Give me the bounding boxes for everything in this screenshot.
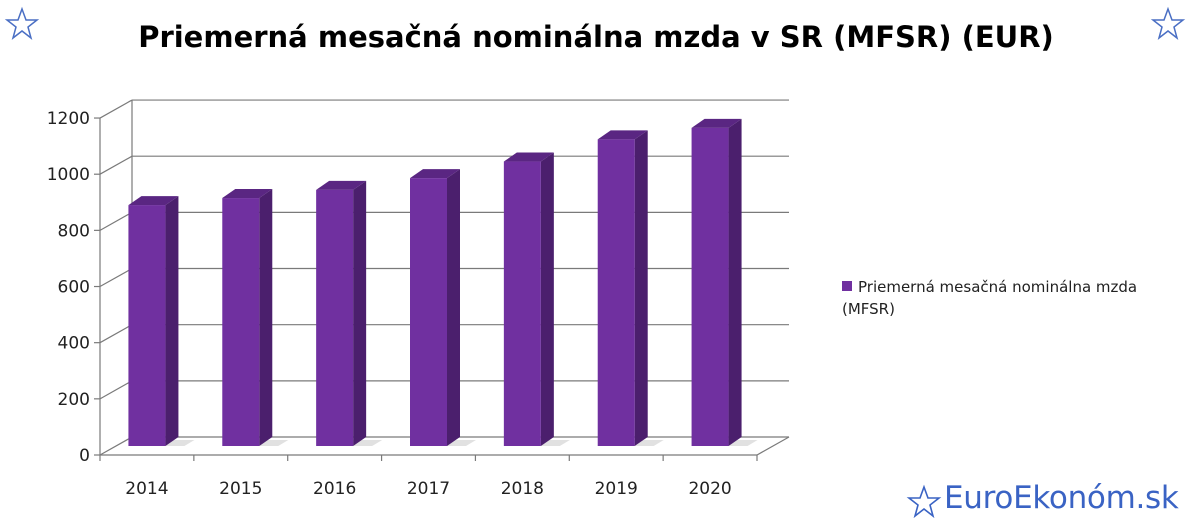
gridline-diag [99, 324, 133, 344]
star-icon-top-left [4, 6, 40, 40]
x-tick-label: 2018 [501, 479, 544, 499]
gridline-diag [99, 380, 133, 400]
chart-legend: Priemerná mesačná nominálna mzda (MFSR) [842, 276, 1182, 320]
bar [128, 205, 166, 446]
y-tick-label: 0 [79, 446, 90, 466]
bar [316, 189, 354, 446]
bar [410, 178, 447, 446]
floor-right-edge [756, 436, 790, 456]
bar-side [447, 169, 460, 446]
chart-bars [128, 118, 758, 447]
bar [597, 139, 635, 446]
legend-label-line1: Priemerná mesačná nominálna mzda [858, 278, 1138, 296]
y-tick-labels: 0 200 400 600 800 1000 1200 [47, 109, 90, 466]
bar-top [503, 152, 554, 162]
y-tick-label: 1000 [47, 165, 90, 185]
y-tick-label: 1200 [47, 109, 90, 129]
bar-side [634, 130, 648, 446]
bar [503, 161, 541, 446]
legend-label-line2: (MFSR) [842, 300, 895, 318]
bar-top [597, 130, 648, 140]
bar [691, 127, 729, 446]
y-tick-label: 800 [58, 221, 90, 241]
bar-side [259, 189, 273, 447]
gridline-diag [99, 155, 133, 175]
brand-logo-text[interactable]: EuroEkonóm.sk [944, 480, 1179, 516]
y-tick-label: 600 [58, 278, 90, 298]
bar-top [410, 169, 460, 179]
x-tick-label: 2016 [313, 479, 356, 499]
x-tick-label: 2017 [407, 479, 450, 499]
chart-title: Priemerná mesačná nominálna mzda v SR (M… [138, 20, 1054, 54]
bar-top [222, 189, 273, 199]
gridline-diag [99, 436, 133, 456]
bar-side [353, 180, 367, 446]
gridline-diag [99, 99, 133, 119]
gridline-diag [99, 211, 133, 231]
bar-side [540, 152, 554, 446]
star-icon-top-right [1150, 6, 1186, 40]
star-icon [906, 484, 942, 519]
bar-top [316, 180, 367, 190]
legend-swatch [842, 281, 852, 291]
bar [222, 198, 260, 446]
bar-top [691, 118, 742, 128]
gridline-diag [99, 267, 133, 288]
x-tick-label: 2020 [688, 479, 731, 499]
y-tick-label: 400 [58, 334, 90, 354]
bar-side [728, 118, 742, 446]
bar-side [165, 196, 179, 446]
x-tick-label: 2014 [125, 479, 168, 499]
y-tick-label: 200 [58, 390, 90, 410]
x-tick-labels: 2014 2015 2016 2017 2018 2019 2020 [125, 479, 731, 499]
x-tick-label: 2019 [595, 479, 638, 499]
x-tick-label: 2015 [219, 479, 262, 499]
bar-top [128, 196, 179, 206]
